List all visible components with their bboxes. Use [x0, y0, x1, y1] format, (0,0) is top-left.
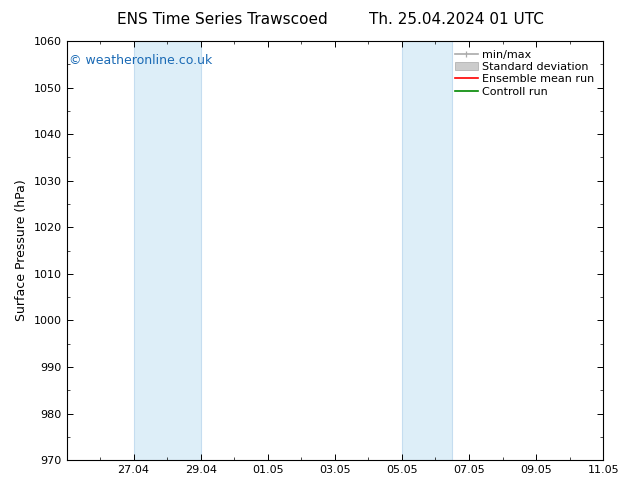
Legend: min/max, Standard deviation, Ensemble mean run, Controll run: min/max, Standard deviation, Ensemble me…: [452, 47, 598, 100]
Text: © weatheronline.co.uk: © weatheronline.co.uk: [69, 53, 212, 67]
Y-axis label: Surface Pressure (hPa): Surface Pressure (hPa): [15, 180, 28, 321]
Bar: [402, 41, 452, 460]
Text: Th. 25.04.2024 01 UTC: Th. 25.04.2024 01 UTC: [369, 12, 544, 27]
Text: ENS Time Series Trawscoed: ENS Time Series Trawscoed: [117, 12, 327, 27]
Bar: [134, 41, 201, 460]
